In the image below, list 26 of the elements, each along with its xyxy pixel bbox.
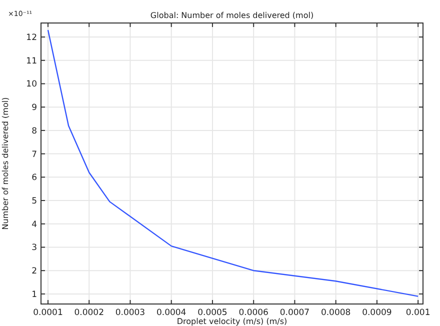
x-tick-label: 0.0005	[198, 308, 228, 318]
x-tick-label: 0.0009	[362, 308, 392, 318]
y-tick-label: 2	[32, 266, 37, 277]
x-tick-label: 0.0001	[33, 308, 63, 318]
x-tick-label: 0.0003	[115, 308, 146, 318]
x-tick-label: 0.0008	[320, 308, 351, 318]
y-tick-label: 7	[32, 150, 37, 160]
y-tick-label: 5	[32, 196, 37, 207]
y-tick-label: 10	[26, 80, 37, 90]
y-tick-label: 9	[32, 103, 37, 114]
x-tick-label: 0.001	[406, 308, 430, 318]
x-tick-label: 0.0004	[156, 308, 186, 318]
y-tick-label: 8	[32, 126, 37, 136]
line-series	[47, 29, 419, 297]
x-tick-label: 0.0006	[238, 308, 268, 318]
y-tick-label: 12	[26, 33, 37, 44]
y-tick-label: 1	[32, 290, 37, 300]
y-tick-label: 4	[32, 220, 37, 230]
chart-title: Global: Number of moles delivered (mol)	[150, 11, 314, 20]
x-tick-label: 0.0007	[280, 308, 310, 318]
y-tick-label: 11	[26, 56, 37, 66]
x-tick-label: 0.0002	[74, 308, 104, 318]
y-tick-label: 3	[32, 243, 37, 254]
y-tick-label: 6	[32, 173, 37, 184]
x-axis-title: Droplet velocity (m/s) (m/s)	[176, 317, 288, 326]
y-axis-title: Number of moles delivered (mol)	[1, 97, 10, 230]
